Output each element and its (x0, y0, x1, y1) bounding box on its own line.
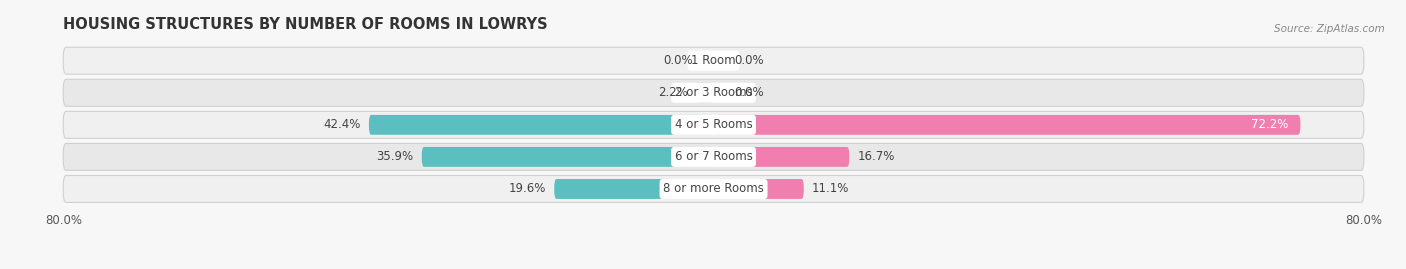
FancyBboxPatch shape (554, 179, 713, 199)
Text: 42.4%: 42.4% (323, 118, 361, 131)
Text: HOUSING STRUCTURES BY NUMBER OF ROOMS IN LOWRYS: HOUSING STRUCTURES BY NUMBER OF ROOMS IN… (63, 17, 548, 32)
Text: 0.0%: 0.0% (734, 86, 763, 99)
FancyBboxPatch shape (713, 115, 1301, 135)
Text: 35.9%: 35.9% (377, 150, 413, 163)
Text: 1 Room: 1 Room (692, 54, 735, 67)
FancyBboxPatch shape (63, 143, 1364, 170)
Text: 16.7%: 16.7% (858, 150, 894, 163)
FancyBboxPatch shape (63, 175, 1364, 203)
FancyBboxPatch shape (696, 83, 713, 103)
Text: 0.0%: 0.0% (734, 54, 763, 67)
Text: 4 or 5 Rooms: 4 or 5 Rooms (675, 118, 752, 131)
Text: 11.1%: 11.1% (811, 182, 849, 196)
FancyBboxPatch shape (63, 79, 1364, 106)
FancyBboxPatch shape (713, 147, 849, 167)
Text: 6 or 7 Rooms: 6 or 7 Rooms (675, 150, 752, 163)
Text: 72.2%: 72.2% (1251, 118, 1288, 131)
FancyBboxPatch shape (63, 47, 1364, 74)
Text: 2.2%: 2.2% (658, 86, 688, 99)
Text: Source: ZipAtlas.com: Source: ZipAtlas.com (1274, 24, 1385, 34)
FancyBboxPatch shape (63, 111, 1364, 138)
Text: 8 or more Rooms: 8 or more Rooms (664, 182, 763, 196)
Text: 19.6%: 19.6% (509, 182, 546, 196)
FancyBboxPatch shape (422, 147, 713, 167)
Text: 2 or 3 Rooms: 2 or 3 Rooms (675, 86, 752, 99)
Legend: Owner-occupied, Renter-occupied: Owner-occupied, Renter-occupied (588, 268, 839, 269)
FancyBboxPatch shape (368, 115, 713, 135)
FancyBboxPatch shape (713, 179, 804, 199)
Text: 0.0%: 0.0% (664, 54, 693, 67)
